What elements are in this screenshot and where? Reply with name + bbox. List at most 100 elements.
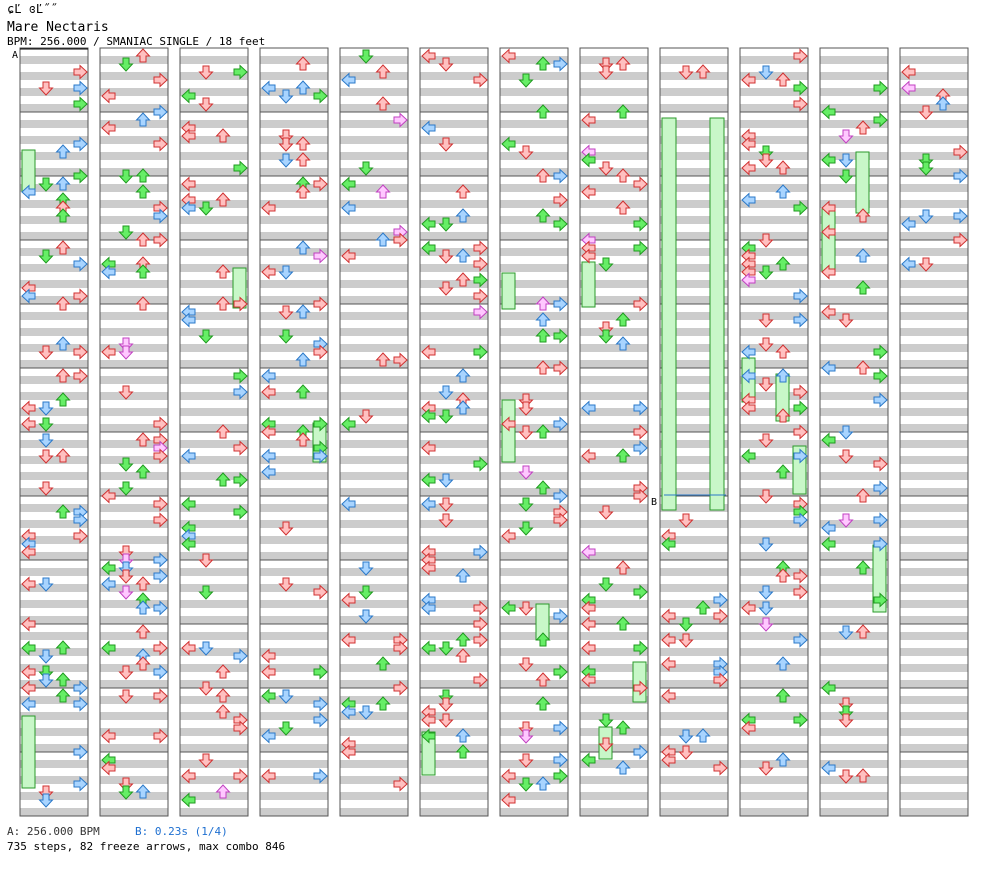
step-arrow bbox=[135, 784, 151, 799]
beat-band bbox=[580, 296, 648, 304]
beat-band bbox=[180, 424, 248, 432]
beat-band bbox=[580, 376, 648, 384]
beat-band bbox=[420, 280, 488, 288]
beat-band bbox=[580, 264, 648, 272]
beat-band bbox=[180, 808, 248, 816]
step-arrow bbox=[455, 208, 471, 223]
beat-band bbox=[740, 296, 808, 304]
beat-band bbox=[580, 136, 648, 144]
beat-band bbox=[180, 264, 248, 272]
beat-band bbox=[660, 792, 728, 800]
freeze-arrow bbox=[501, 399, 516, 463]
beat-band bbox=[660, 72, 728, 80]
beat-band bbox=[260, 504, 328, 512]
beat-band bbox=[900, 744, 968, 752]
beat-band bbox=[180, 72, 248, 80]
beat-band bbox=[180, 184, 248, 192]
beat-band bbox=[820, 728, 888, 736]
beat-band bbox=[260, 280, 328, 288]
beat-band bbox=[340, 488, 408, 496]
step-arrow bbox=[421, 48, 436, 64]
step-arrow bbox=[313, 448, 328, 464]
beat-band bbox=[740, 632, 808, 640]
beat-band bbox=[660, 248, 728, 256]
step-arrow bbox=[341, 736, 356, 752]
step-arrow bbox=[375, 352, 391, 367]
beat-band bbox=[900, 776, 968, 784]
beat-band bbox=[740, 232, 808, 240]
beat-band bbox=[820, 232, 888, 240]
step-arrow bbox=[518, 657, 534, 672]
step-arrow bbox=[393, 352, 408, 368]
beat-band bbox=[100, 152, 168, 160]
step-arrow bbox=[901, 256, 916, 272]
beat-band bbox=[820, 120, 888, 128]
step-arrow bbox=[198, 681, 214, 696]
step-arrow bbox=[455, 744, 471, 759]
beat-band bbox=[260, 776, 328, 784]
beat-band bbox=[340, 696, 408, 704]
step-arrow bbox=[55, 176, 71, 191]
beat-band bbox=[500, 488, 568, 496]
step-arrow bbox=[21, 696, 36, 712]
beat-band bbox=[740, 584, 808, 592]
beat-band bbox=[420, 536, 488, 544]
beat-band bbox=[820, 648, 888, 656]
beat-band bbox=[180, 328, 248, 336]
beat-band bbox=[100, 728, 168, 736]
step-arrow bbox=[278, 137, 294, 152]
beat-band bbox=[180, 168, 248, 176]
beat-band bbox=[820, 520, 888, 528]
step-arrow bbox=[21, 664, 36, 680]
beat-band bbox=[420, 680, 488, 688]
measure-column bbox=[819, 47, 889, 817]
step-arrow bbox=[278, 153, 294, 168]
beat-band bbox=[500, 248, 568, 256]
step-arrow bbox=[581, 232, 596, 248]
step-arrow bbox=[181, 520, 196, 536]
beat-band bbox=[500, 440, 568, 448]
step-arrow bbox=[421, 440, 436, 456]
step-arrow bbox=[758, 537, 774, 552]
step-arrow bbox=[295, 352, 311, 367]
step-arrow bbox=[38, 433, 54, 448]
beat-band bbox=[820, 632, 888, 640]
beat-band bbox=[420, 760, 488, 768]
step-arrow bbox=[838, 313, 854, 328]
beat-band bbox=[420, 520, 488, 528]
step-arrow bbox=[473, 256, 488, 272]
beat-band bbox=[260, 104, 328, 112]
step-arrow bbox=[198, 753, 214, 768]
column-border bbox=[499, 47, 569, 817]
beat-band bbox=[100, 808, 168, 816]
beat-band bbox=[900, 664, 968, 672]
beat-band bbox=[340, 120, 408, 128]
beat-band bbox=[580, 360, 648, 368]
beat-band bbox=[340, 152, 408, 160]
step-arrow bbox=[775, 184, 791, 199]
column-border bbox=[899, 47, 969, 817]
step-arrow bbox=[518, 465, 534, 480]
beat-band bbox=[20, 536, 88, 544]
step-arrow bbox=[233, 648, 248, 664]
step-arrow bbox=[455, 648, 471, 663]
beat-band bbox=[260, 744, 328, 752]
beat-band bbox=[180, 408, 248, 416]
step-arrow bbox=[581, 600, 596, 616]
beat-band bbox=[340, 520, 408, 528]
step-arrow bbox=[341, 592, 356, 608]
step-arrow bbox=[741, 240, 756, 256]
beat-band bbox=[660, 424, 728, 432]
beat-band bbox=[20, 200, 88, 208]
step-arrow bbox=[21, 544, 36, 560]
step-arrow bbox=[741, 248, 756, 264]
beat-band bbox=[500, 312, 568, 320]
beat-band bbox=[420, 360, 488, 368]
beat-band bbox=[500, 520, 568, 528]
beat-band bbox=[20, 440, 88, 448]
step-arrow bbox=[375, 184, 391, 199]
beat-band bbox=[20, 312, 88, 320]
beat-band bbox=[500, 664, 568, 672]
beat-band bbox=[900, 280, 968, 288]
beat-band bbox=[340, 664, 408, 672]
